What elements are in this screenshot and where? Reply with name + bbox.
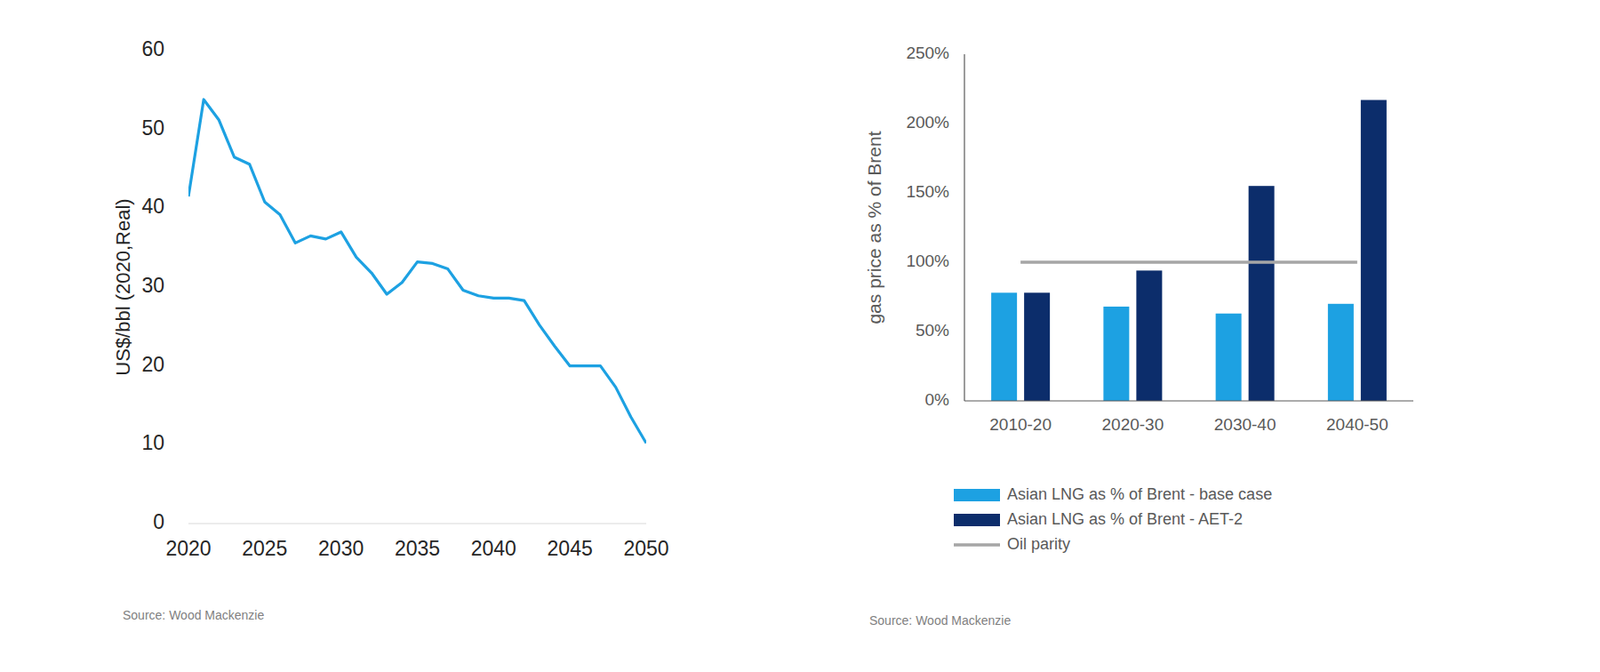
bar — [1328, 304, 1354, 401]
y-tick-label: 0 — [152, 510, 165, 534]
source: Source: Wood Mackenzie — [869, 613, 1011, 628]
y-tick-label: 250% — [905, 43, 950, 63]
source: Source: Wood Mackenzie — [122, 608, 264, 623]
y-tick-label: 30 — [141, 273, 165, 297]
x-axis-line — [964, 400, 1414, 401]
x-tick-label: 2030-40 — [1214, 415, 1277, 434]
legend-swatch — [953, 543, 1000, 547]
bar — [1216, 313, 1242, 401]
bar — [1103, 306, 1129, 401]
bar — [1360, 99, 1387, 401]
parity-line — [1020, 260, 1358, 264]
y-tick-label: 100% — [905, 251, 950, 271]
y-axis-label: US$/bbl (2020,Real) — [112, 198, 135, 376]
y-tick-label: 0% — [925, 390, 951, 409]
y-tick-label: 50% — [915, 320, 950, 340]
bar — [991, 292, 1017, 401]
legend-label: Asian LNG as % of Brent - AET-2 — [1007, 510, 1243, 528]
bar — [1024, 292, 1050, 401]
legend-swatch — [953, 513, 1000, 527]
bar-chart: 0% 50% 100% 150% 200% 250% 2010-20 2020-30 2030-… — [864, 43, 1414, 628]
x-tick-label: 2010-20 — [989, 415, 1052, 434]
plot-area — [991, 99, 1387, 401]
x-axis-line — [188, 523, 647, 525]
x-tick-label: 2020 — [165, 536, 211, 560]
legend-label: Asian LNG as % of Brent - base case — [1007, 485, 1272, 504]
line-chart: 0102030405060202020252030203520402045205… — [112, 37, 670, 623]
y-tick-label: 10 — [141, 431, 165, 455]
y-tick-label: 200% — [905, 112, 950, 132]
y-tick-label: 40 — [141, 194, 165, 218]
y-tick-label: 50 — [141, 116, 165, 140]
x-tick-label: 2020-30 — [1102, 415, 1165, 434]
y-tick-label: 60 — [141, 37, 165, 61]
bar — [1248, 185, 1275, 401]
y-tick-label: 150% — [905, 182, 950, 201]
x-tick-label: 2045 — [547, 536, 593, 560]
bar — [1136, 270, 1162, 401]
y-axis-line — [963, 54, 965, 401]
x-tick-label: 2035 — [394, 536, 440, 560]
y-axis-label: gas price as % of Brent — [864, 130, 885, 324]
price-line — [188, 99, 647, 444]
x-tick-label: 2025 — [241, 536, 288, 560]
x-tick-label: 2040 — [471, 536, 517, 560]
legend: Asian LNG as % of Brent - base case Asian… — [953, 485, 1272, 553]
x-tick-label: 2040-50 — [1326, 415, 1389, 434]
x-tick-label: 2030 — [318, 536, 364, 560]
legend-label: Oil parity — [1007, 535, 1071, 553]
plot-area — [188, 99, 647, 444]
legend-swatch — [953, 488, 1000, 502]
x-tick-label: 2050 — [623, 536, 669, 560]
figure: 0102030405060202020252030203520402045205… — [0, 0, 1600, 672]
y-tick-label: 20 — [141, 352, 165, 376]
